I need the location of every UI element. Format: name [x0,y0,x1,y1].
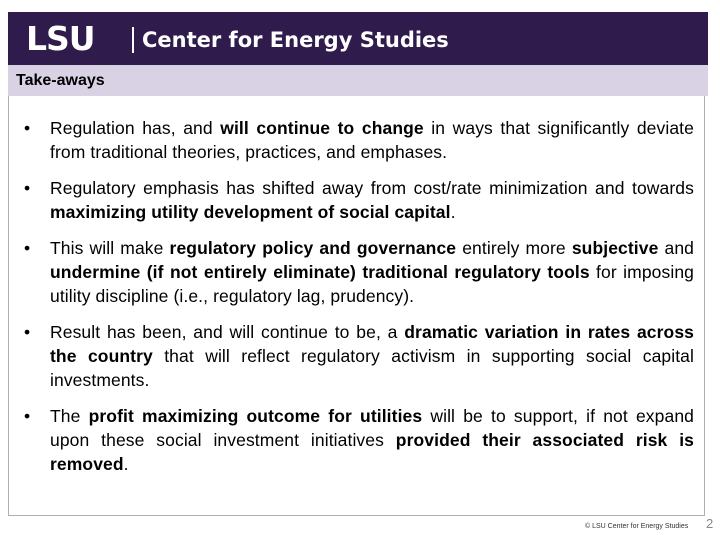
bullet-segment: that will reflect regulatory activism in… [50,346,695,390]
bullet-item: • This will make regulatory policy and go… [24,236,694,308]
bullet-symbol: • [24,406,31,426]
bullet-item: • Result has been, and will continue to b… [24,320,694,392]
bullet-text: Regulation has, and will continue to cha… [50,118,694,162]
content-box [8,96,705,516]
bullet-symbol: • [24,238,31,258]
bullet-emphasis: dramatic variation in rates across the c… [50,322,694,366]
header-bar: LSU Center for Energy Studies [8,12,708,65]
bullet-item: • Regulatory emphasis has shifted away fr… [24,176,694,224]
footer-copyright: © LSU Center for Energy Studies [585,523,689,530]
bullet-segment: This will make [50,238,170,258]
bullet-segment: Regulation has, and [50,118,221,138]
bullet-segment: entirely more [456,238,572,258]
bullet-list: • Regulation has, and will continue to ch… [24,116,694,476]
bullet-symbol: • [24,118,31,138]
bullet-emphasis: will continue to change [220,118,424,138]
bullet-text: This will make regulatory policy and gov… [50,238,694,306]
header-title: Center for Energy Studies [142,28,449,52]
bullet-emphasis: maximizing utility development of social… [50,202,451,222]
bullet-text: Result has been, and will continue to be… [50,322,694,390]
bullet-segment: . [450,202,456,222]
section-bar: Take-aways [8,65,708,96]
bullet-segment: The [50,406,89,426]
bullet-symbol: • [24,322,31,342]
bullet-item: • The profit maximizing outcome for utili… [24,404,694,476]
bullet-segment: and [658,238,694,258]
bullet-segment: will be to support, if not expand upon t… [50,406,694,450]
bullet-emphasis: undermine (if not entirely eliminate) tr… [50,262,590,282]
bullet-emphasis: regulatory policy and governance [169,238,457,258]
bullet-emphasis: subjective [571,238,659,258]
page-number: 2 [706,516,714,531]
bullet-segment: Result has been, and will continue to be… [50,322,405,342]
bullet-symbol: • [24,178,31,198]
bullet-segment: in ways that significantly deviate from … [50,118,694,162]
bullet-segment: for imposing utility discipline (i.e., r… [50,262,694,306]
section-title: Take-aways [16,72,105,89]
bullet-text: The profit maximizing outcome for utilit… [50,406,694,474]
bullet-emphasis: provided their associated risk is remove… [50,430,694,474]
logo-divider [132,27,134,53]
lsu-logo: LSU [26,19,96,58]
bullet-text: Regulatory emphasis has shifted away fro… [50,178,694,222]
bullet-segment: . [123,454,129,474]
bullet-segment: Regulatory emphasis has shifted away fro… [50,178,694,198]
bullet-item: • Regulation has, and will continue to ch… [24,116,694,164]
bullet-emphasis: profit maximizing outcome for utilities [88,406,423,426]
